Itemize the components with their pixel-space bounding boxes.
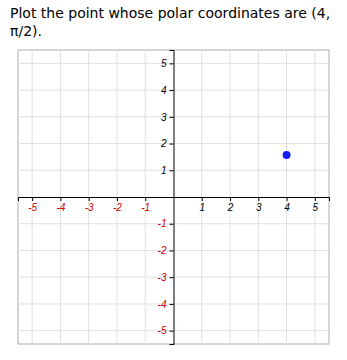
x-tick-label: 4 xyxy=(284,202,290,213)
x-tick-label: 5 xyxy=(313,202,319,213)
x-tick-label: -3 xyxy=(85,202,94,213)
plot-frame xyxy=(18,50,329,344)
y-tick: -4 xyxy=(158,299,174,310)
y-tick-mark xyxy=(170,170,174,171)
x-tick-mark xyxy=(145,197,146,201)
y-tick-label: 2 xyxy=(160,138,167,149)
points xyxy=(283,151,291,159)
x-tick: 2 xyxy=(227,197,234,213)
y-tick: -1 xyxy=(158,218,174,229)
y-tick-mark xyxy=(170,277,174,278)
y-tick-label: 5 xyxy=(161,58,167,69)
y-tick: -3 xyxy=(158,272,174,283)
x-tick-label: -4 xyxy=(56,202,65,213)
x-tick: 4 xyxy=(284,197,290,213)
y-tick-mark xyxy=(170,250,174,251)
y-tick-label: -1 xyxy=(158,218,167,229)
x-tick-label: -1 xyxy=(141,202,150,213)
y-tick-label: -3 xyxy=(158,272,167,283)
x-tick-label: 1 xyxy=(199,202,205,213)
grid xyxy=(18,50,329,344)
x-tick-mark xyxy=(315,197,316,201)
y-axis: -5 -4 -3 -2 -1 1 2 3 4 5 xyxy=(158,51,174,345)
x-tick: 3 xyxy=(256,197,262,213)
y-tick: -5 xyxy=(158,325,174,336)
x-tick-mark xyxy=(230,197,231,201)
y-tick-label: -4 xyxy=(158,299,167,310)
y-tick-mark xyxy=(170,331,174,332)
point xyxy=(283,151,291,159)
x-tick: -5 xyxy=(28,197,37,213)
x-tick: 1 xyxy=(199,197,205,213)
y-tick-mark xyxy=(170,63,174,64)
y-tick-mark xyxy=(170,304,174,305)
plot-area: -5 -4 -3 -2 -1 1 2 3 4 5 -5 -4 -3 -2 -1 1 2 3 4 5 xyxy=(18,50,330,345)
x-tick-mark xyxy=(287,197,288,201)
x-tick-mark xyxy=(89,197,90,201)
y-tick-mark xyxy=(170,117,174,118)
y-tick: 1 xyxy=(161,165,174,176)
y-tick: 4 xyxy=(161,85,174,96)
x-tick-label: 3 xyxy=(256,202,262,213)
y-tick-mark xyxy=(170,144,174,145)
y-tick-mark xyxy=(170,90,174,91)
title-line: π/2). xyxy=(10,23,42,39)
y-tick-label: -5 xyxy=(158,325,167,336)
x-tick-mark xyxy=(117,197,118,201)
chart-svg: Plot the point whose polar coordinates a… xyxy=(0,0,347,360)
y-tick: 5 xyxy=(161,58,174,69)
y-tick: -2 xyxy=(158,245,174,256)
y-axis-line xyxy=(170,51,175,345)
y-tick-mark xyxy=(170,224,174,225)
y-tick-label: 1 xyxy=(161,165,167,176)
x-tick: 5 xyxy=(313,197,319,213)
x-tick: -1 xyxy=(141,197,150,213)
x-tick-mark xyxy=(202,197,203,201)
x-tick-label: -5 xyxy=(28,202,37,213)
x-tick-mark xyxy=(258,197,259,201)
y-tick-label: 4 xyxy=(161,85,167,96)
title: Plot the point whose polar coordinates a… xyxy=(10,5,330,39)
x-tick-label: 2 xyxy=(227,202,234,213)
x-tick: -3 xyxy=(85,197,94,213)
y-tick: 2 xyxy=(160,138,174,149)
title-line: Plot the point whose polar coordinates a… xyxy=(10,5,330,21)
x-tick-label: -2 xyxy=(113,202,122,213)
x-tick: -4 xyxy=(56,197,65,213)
y-tick: 3 xyxy=(161,112,174,123)
x-tick-mark xyxy=(60,197,61,201)
x-tick: -2 xyxy=(113,197,122,213)
y-tick-label: 3 xyxy=(161,112,167,123)
x-tick-mark xyxy=(32,197,33,201)
y-tick-label: -2 xyxy=(158,245,167,256)
